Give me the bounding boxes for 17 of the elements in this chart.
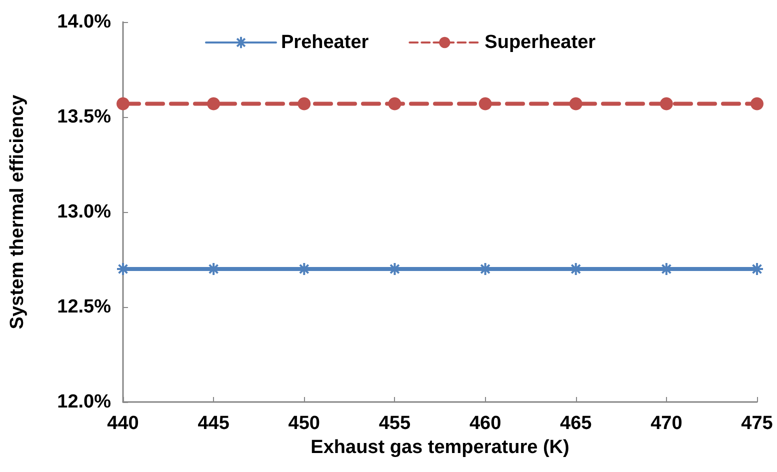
x-tick-label: 465 — [560, 413, 592, 434]
y-tick-label: 12.5% — [57, 296, 112, 318]
x-tick-label: 440 — [107, 413, 139, 434]
x-tick-label: 475 — [741, 413, 774, 434]
x-tick-label: 445 — [198, 413, 230, 434]
x-tick-label: 470 — [650, 413, 682, 434]
x-tick-label: 460 — [469, 413, 502, 434]
y-axis-title: System thermal efficiency — [7, 94, 28, 330]
y-tick-label: 13.0% — [57, 202, 112, 222]
x-tick-label: 450 — [288, 413, 320, 434]
y-tick-label: 13.5% — [57, 106, 112, 128]
legend-label: Preheater — [281, 32, 370, 53]
x-axis-title: Exhaust gas temperature (K) — [310, 436, 570, 458]
y-tick-label: 12.0% — [57, 392, 112, 412]
y-tick-label: 14.0% — [57, 12, 112, 32]
x-tick-label: 455 — [378, 413, 411, 434]
legend-label: Superheater — [484, 32, 596, 53]
